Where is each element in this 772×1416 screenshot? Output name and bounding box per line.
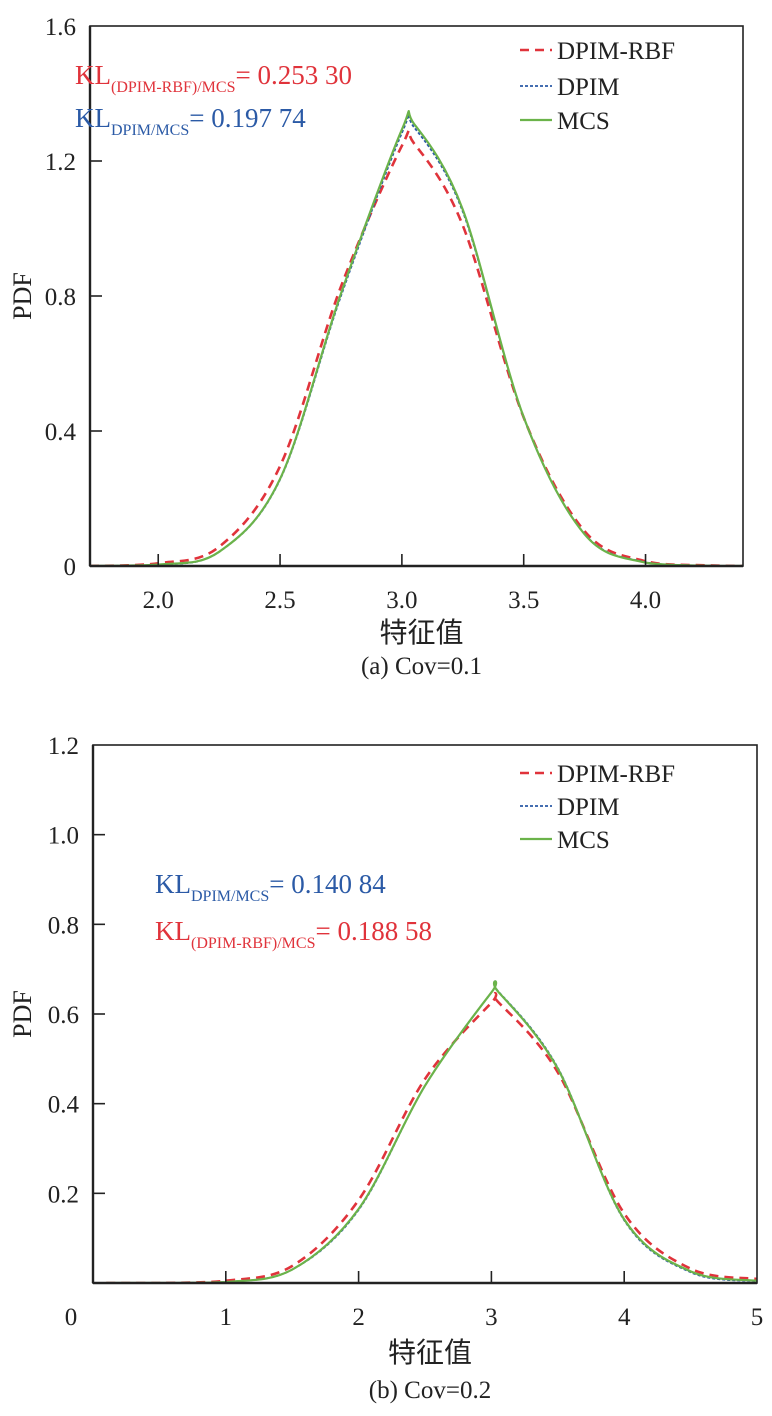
plot-frame	[89, 25, 744, 567]
kl-prefix: KL	[155, 916, 191, 946]
kl-annotation-rbf: KL(DPIM-RBF)/MCS= 0.253 30	[75, 60, 352, 96]
plot-frame	[92, 744, 758, 1284]
y-tick-label: 0.8	[48, 912, 79, 939]
legend-label-rbf: DPIM-RBF	[557, 761, 675, 788]
series-line-dpim	[90, 113, 743, 566]
series-line-dpim	[106, 980, 757, 1283]
legend-label-mcs: MCS	[557, 827, 610, 854]
series-line-rbf	[90, 129, 743, 566]
y-tick-label: 1.6	[45, 14, 76, 41]
legend-label-dpim: DPIM	[557, 794, 620, 821]
legend: DPIM-RBF DPIM MCS	[520, 38, 675, 135]
series-line-mcs	[106, 980, 757, 1283]
kl-value: = 0.253 30	[235, 60, 351, 90]
y-tick-label: 0.2	[48, 1181, 79, 1208]
x-tick-label: 5	[751, 1304, 764, 1331]
kl-annotation-rbf: KL(DPIM-RBF)/MCS= 0.188 58	[155, 916, 432, 952]
legend-label-rbf: DPIM-RBF	[557, 38, 675, 65]
kl-subscript: (DPIM-RBF)/MCS	[191, 935, 315, 952]
series-line-mcs	[90, 110, 743, 566]
chart-panel-b: 0 1 2 3 4 5 0.2 0.4 0.6 0.8 1.0 1.2 PDF 特征值 (b) Cov=0.…	[8, 733, 763, 1404]
chart-panel-a: 2.0 2.5 3.0 3.5 4.0 0 0.4 0.8 1.2 1.6 PDF 特征值 (a) Co…	[8, 14, 744, 680]
legend-label-dpim: DPIM	[557, 74, 620, 101]
chart-caption: (b) Cov=0.2	[369, 1377, 491, 1404]
y-tick-label: 1.0	[48, 823, 79, 850]
x-tick-label: 3.5	[508, 587, 539, 614]
kl-annotation-dpim: KLDPIM/MCS= 0.197 74	[75, 103, 306, 139]
legend-label-mcs: MCS	[557, 108, 610, 135]
x-tick-label: 2	[352, 1304, 365, 1331]
x-axis-label: 特征值	[379, 617, 463, 649]
chart-caption: (a) Cov=0.1	[361, 653, 482, 680]
x-tick-label: 2.0	[143, 587, 174, 614]
y-tick-label: 0.4	[48, 1092, 80, 1119]
kl-subscript: (DPIM-RBF)/MCS	[111, 79, 235, 96]
x-tick-label: 4	[618, 1304, 631, 1331]
x-tick-label: 3.0	[386, 587, 417, 614]
legend: DPIM-RBF DPIM MCS	[520, 761, 675, 854]
x-axis-label: 特征值	[388, 1337, 472, 1369]
y-tick-label: 0	[64, 554, 77, 581]
x-tick-label: 0	[65, 1304, 78, 1331]
y-axis-label: PDF	[8, 990, 37, 1038]
kl-annotation-dpim: KLDPIM/MCS= 0.140 84	[155, 869, 386, 905]
kl-prefix: KL	[75, 60, 111, 90]
x-tick-label: 2.5	[264, 587, 295, 614]
series-group	[106, 980, 757, 1283]
y-tick-label: 0.6	[48, 1002, 79, 1029]
kl-value: = 0.188 58	[315, 916, 431, 946]
kl-subscript: DPIM/MCS	[111, 122, 189, 139]
y-axis-label: PDF	[8, 272, 37, 320]
series-group	[90, 110, 743, 566]
kl-value: = 0.197 74	[189, 103, 306, 133]
series-line-rbf	[106, 991, 757, 1283]
x-tick-label: 3	[485, 1304, 498, 1331]
kl-prefix: KL	[155, 869, 191, 899]
y-tick-label: 0.4	[45, 419, 77, 446]
kl-prefix: KL	[75, 103, 111, 133]
x-tick-label: 1	[220, 1304, 233, 1331]
kl-value: = 0.140 84	[269, 869, 386, 899]
x-tick-label: 4.0	[630, 587, 661, 614]
y-tick-label: 0.8	[45, 284, 76, 311]
kl-subscript: DPIM/MCS	[191, 888, 269, 905]
y-tick-label: 1.2	[45, 149, 76, 176]
y-tick-label: 1.2	[48, 733, 79, 760]
